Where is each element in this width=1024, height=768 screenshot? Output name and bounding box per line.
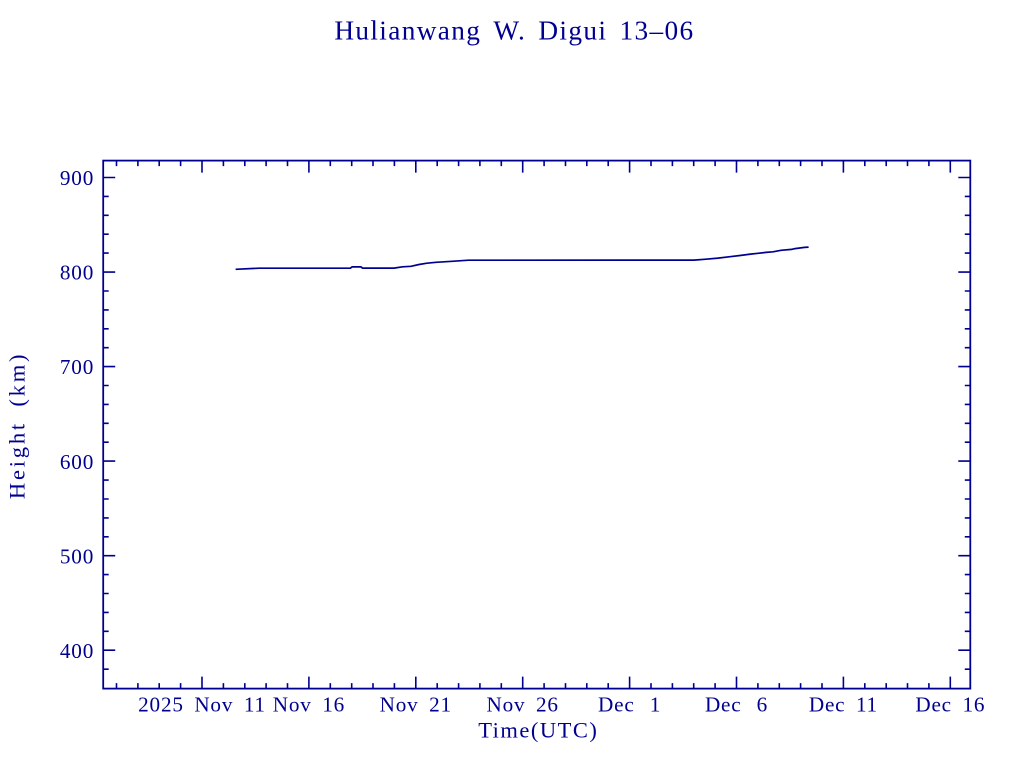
svg-text:900: 900 [60,166,94,190]
svg-text:400: 400 [60,639,94,663]
svg-text:Nov 21: Nov 21 [380,692,452,716]
svg-text:Dec 1: Dec 1 [598,692,661,716]
svg-text:600: 600 [60,450,94,474]
svg-text:Hulianwang W. Digui 13–06: Hulianwang W. Digui 13–06 [334,16,694,46]
svg-text:Dec 16: Dec 16 [915,692,985,716]
svg-text:800: 800 [60,261,94,285]
svg-text:Height (km): Height (km) [4,352,29,499]
svg-text:2025 Nov 11: 2025 Nov 11 [138,692,266,716]
svg-text:500: 500 [60,544,94,568]
svg-text:Nov 16: Nov 16 [273,692,345,716]
svg-text:Dec 6: Dec 6 [705,692,768,716]
svg-text:Time(UTC): Time(UTC) [478,718,598,743]
svg-text:Nov 26: Nov 26 [487,692,559,716]
svg-text:700: 700 [60,355,94,379]
svg-text:Dec 11: Dec 11 [809,692,878,716]
